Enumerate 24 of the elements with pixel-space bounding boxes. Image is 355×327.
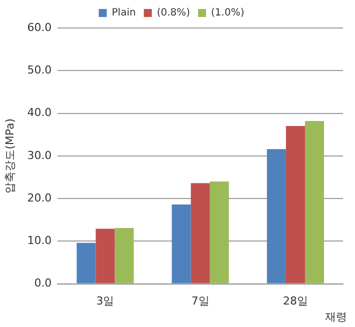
bar [96,228,115,284]
y-tick-label: 20.0 [27,191,52,204]
x-tick-label: 28일 [282,294,308,308]
y-tick-label: 10.0 [27,234,52,248]
bar [266,149,286,284]
x-axis-title: 재령 [325,310,347,324]
y-tick-label: 30.0 [27,148,52,162]
bar [286,126,305,284]
legend-label: (0.8%) [156,8,190,19]
legend-label: (1.0%) [211,8,244,19]
x-tick-label: 7일 [191,294,210,308]
y-tick-label: 60.0 [27,20,52,34]
bar [172,204,191,284]
bar [304,120,324,284]
bar [114,228,134,284]
bar [190,183,210,284]
y-tick-label: 50.0 [27,63,52,76]
bar [76,242,96,284]
bar [210,181,229,284]
y-axis-title: 압축강도(MPa) [3,118,16,194]
legend-label: Plain [112,8,136,19]
y-tick-label: 40.0 [27,106,52,120]
x-tick-label: 3일 [96,294,114,308]
y-tick-label: 0.0 [34,276,52,290]
